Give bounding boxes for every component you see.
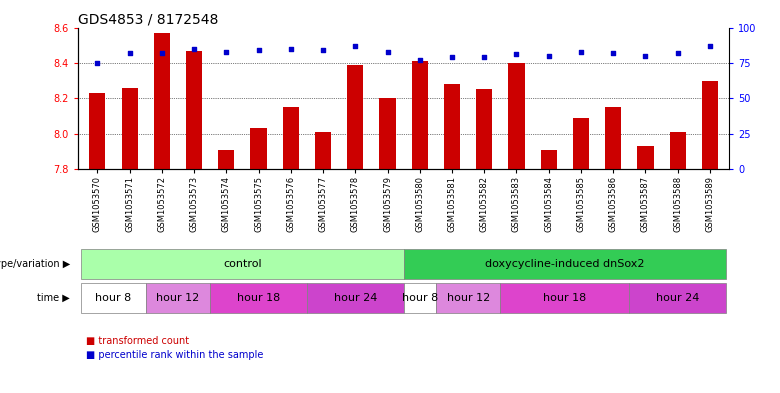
Text: ■ transformed count: ■ transformed count [86, 336, 189, 346]
Bar [670, 132, 686, 169]
Point [91, 60, 104, 66]
Text: hour 24: hour 24 [334, 293, 377, 303]
Bar [347, 64, 363, 169]
Bar [154, 33, 170, 169]
Bar [629, 283, 726, 313]
Point [252, 47, 264, 53]
Point [123, 50, 136, 56]
Point [155, 50, 168, 56]
Bar [89, 93, 105, 169]
Text: genotype/variation ▶: genotype/variation ▶ [0, 259, 70, 269]
Text: hour 24: hour 24 [656, 293, 700, 303]
Text: hour 18: hour 18 [237, 293, 280, 303]
Point [381, 48, 394, 55]
Point [478, 54, 491, 61]
Bar [541, 149, 557, 169]
Point [285, 46, 297, 52]
Bar [509, 63, 525, 169]
Bar [315, 132, 331, 169]
Bar [637, 146, 654, 169]
Bar [477, 89, 492, 169]
Bar [186, 50, 202, 169]
Text: time ▶: time ▶ [37, 293, 70, 303]
Bar [605, 107, 622, 169]
Bar [444, 84, 460, 169]
Point [704, 43, 716, 49]
Bar [218, 149, 234, 169]
Bar [404, 283, 436, 313]
Point [349, 43, 361, 49]
Point [317, 47, 329, 53]
Bar [250, 129, 267, 169]
Point [220, 48, 232, 55]
Text: hour 12: hour 12 [156, 293, 200, 303]
Point [413, 57, 426, 63]
Text: hour 8: hour 8 [95, 293, 132, 303]
Text: hour 18: hour 18 [543, 293, 587, 303]
Text: hour 8: hour 8 [402, 293, 438, 303]
Bar [702, 81, 718, 169]
Bar [81, 249, 404, 279]
Text: control: control [223, 259, 262, 269]
Point [188, 46, 200, 52]
Bar [379, 98, 395, 169]
Point [672, 50, 684, 56]
Bar [573, 118, 589, 169]
Text: ■ percentile rank within the sample: ■ percentile rank within the sample [86, 350, 263, 360]
Point [575, 48, 587, 55]
Bar [501, 283, 629, 313]
Bar [81, 283, 146, 313]
Point [510, 51, 523, 57]
Point [446, 54, 459, 61]
Text: doxycycline-induced dnSox2: doxycycline-induced dnSox2 [485, 259, 644, 269]
Point [543, 53, 555, 59]
Bar [412, 61, 428, 169]
Bar [282, 107, 299, 169]
Bar [122, 88, 137, 169]
Point [607, 50, 619, 56]
Text: hour 12: hour 12 [446, 293, 490, 303]
Bar [404, 249, 726, 279]
Bar [146, 283, 210, 313]
Bar [436, 283, 501, 313]
Bar [307, 283, 404, 313]
Point [640, 53, 652, 59]
Text: GDS4853 / 8172548: GDS4853 / 8172548 [78, 12, 218, 26]
Bar [210, 283, 307, 313]
